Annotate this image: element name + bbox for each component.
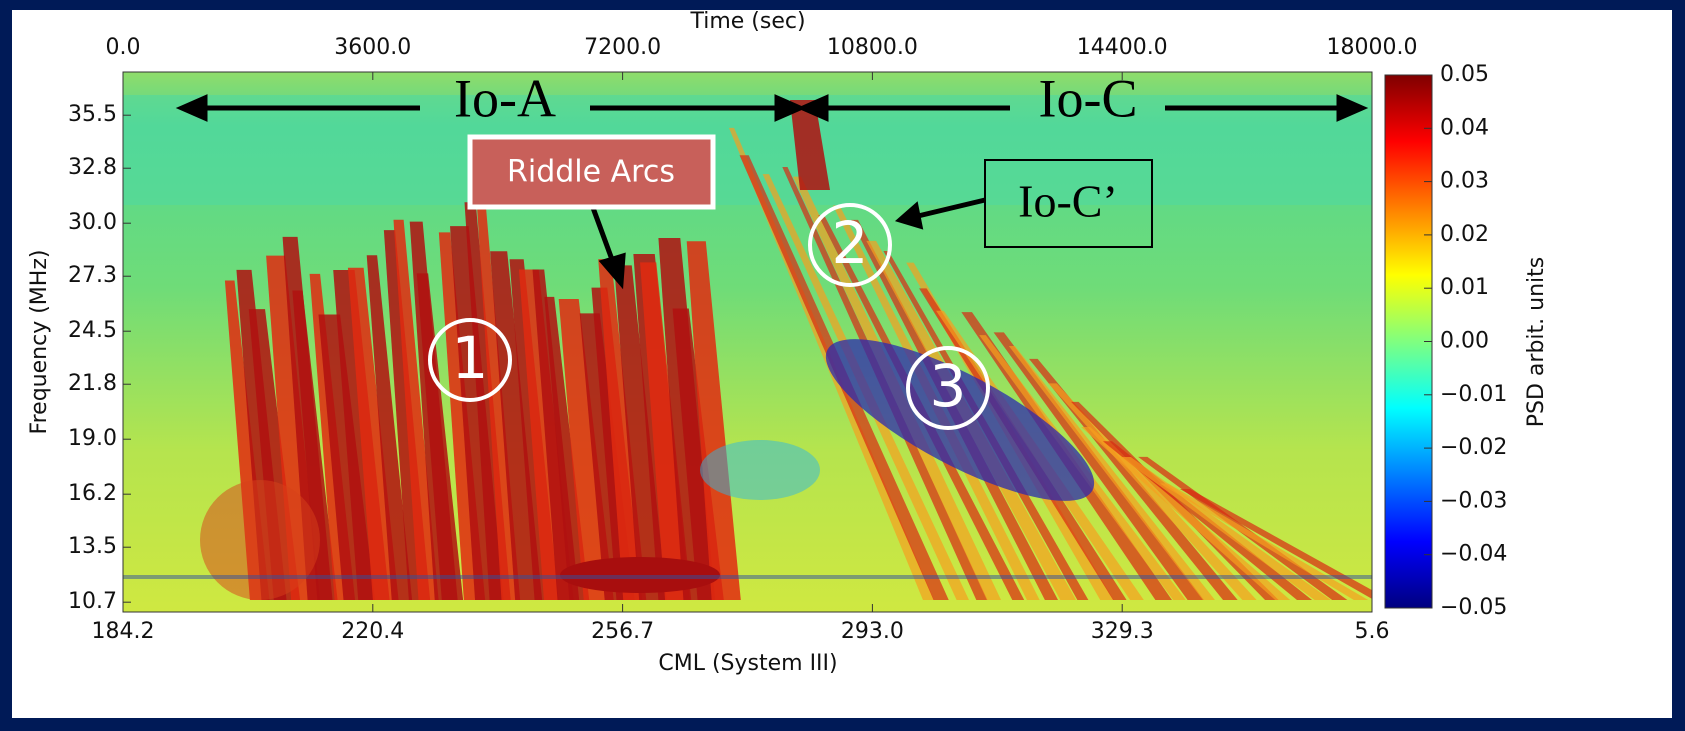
y-tick-label: 10.7 xyxy=(68,589,117,614)
streak xyxy=(1120,457,1331,600)
x-tick-label: 7200.0 xyxy=(584,35,661,60)
colorbar-tick-label: 0.03 xyxy=(1440,169,1489,194)
colorbar-title: PSD arbit. units xyxy=(1524,257,1549,427)
y-tick-label: 19.0 xyxy=(68,426,117,451)
annotation: Io-C’ xyxy=(1018,176,1118,227)
y-tick-label: 13.5 xyxy=(68,534,117,559)
colorbar-tick-label: 0.01 xyxy=(1440,275,1489,300)
streak xyxy=(1008,346,1215,600)
streak xyxy=(292,290,338,600)
y-tick-label: 21.8 xyxy=(68,371,117,396)
streak xyxy=(1159,483,1369,600)
annotation: 1 xyxy=(452,324,489,392)
x2-tick-label: 220.4 xyxy=(341,619,404,644)
streak xyxy=(993,332,1204,600)
y-tick-label: 32.8 xyxy=(68,155,117,180)
spectrogram-features xyxy=(123,95,1372,601)
colorbar-tick-label: −0.02 xyxy=(1440,435,1507,460)
x-tick-label: 0.0 xyxy=(106,35,141,60)
x2-tick-label: 5.6 xyxy=(1355,619,1390,644)
y-tick-label: 16.2 xyxy=(68,481,117,506)
blob xyxy=(200,480,320,600)
blob xyxy=(700,440,820,500)
streak xyxy=(393,219,439,600)
annotation: 3 xyxy=(930,352,967,420)
streak xyxy=(366,255,413,601)
line xyxy=(123,575,1372,579)
colorbar-tick-label: 0.04 xyxy=(1440,115,1489,140)
colorbar-tick-label: −0.04 xyxy=(1440,542,1507,567)
streak xyxy=(1081,426,1291,600)
x2-tick-label: 256.7 xyxy=(591,619,654,644)
x-tick-label: 3600.0 xyxy=(334,35,411,60)
y-tick-label: 27.3 xyxy=(68,263,117,288)
streak xyxy=(686,241,741,600)
annotations: Io-A Io-C Riddle Arcs Io-C’ 1 2 3 xyxy=(175,68,1369,430)
streak xyxy=(1179,489,1372,599)
x2-tick-label: 184.2 xyxy=(92,619,155,644)
x-tick-label: 14400.0 xyxy=(1077,35,1168,60)
x-tick-label: 18000.0 xyxy=(1327,35,1418,60)
colorbar-tick-label: 0.00 xyxy=(1440,329,1489,354)
colorbar-tick-label: 0.05 xyxy=(1440,62,1489,87)
blob xyxy=(825,339,1095,501)
annotation: Io-A xyxy=(454,68,556,128)
colorbar-tick-label: −0.03 xyxy=(1440,488,1507,513)
y-tick-label: 24.5 xyxy=(68,318,117,343)
x-tick-label: 10800.0 xyxy=(827,35,918,60)
x2-axis-title: CML (System III) xyxy=(658,651,837,676)
annotation: Io-C xyxy=(1039,68,1138,128)
x-axis-title: Time (sec) xyxy=(689,9,805,34)
annotation: 2 xyxy=(832,209,869,277)
y-axis-title: Frequency (MHz) xyxy=(27,250,52,435)
streak xyxy=(790,100,830,190)
band xyxy=(123,95,1372,205)
y-tick-label: 30.0 xyxy=(68,210,117,235)
x2-tick-label: 293.0 xyxy=(841,619,904,644)
x2-tick-label: 329.3 xyxy=(1091,619,1154,644)
annotation: Riddle Arcs xyxy=(507,155,675,190)
plot-frame xyxy=(122,71,1373,613)
colorbar-tick-label: −0.01 xyxy=(1440,382,1507,407)
colorbar-tick-label: −0.05 xyxy=(1440,595,1507,620)
y-tick-label: 35.5 xyxy=(68,102,117,127)
colorbar-tick-label: 0.02 xyxy=(1440,222,1489,247)
